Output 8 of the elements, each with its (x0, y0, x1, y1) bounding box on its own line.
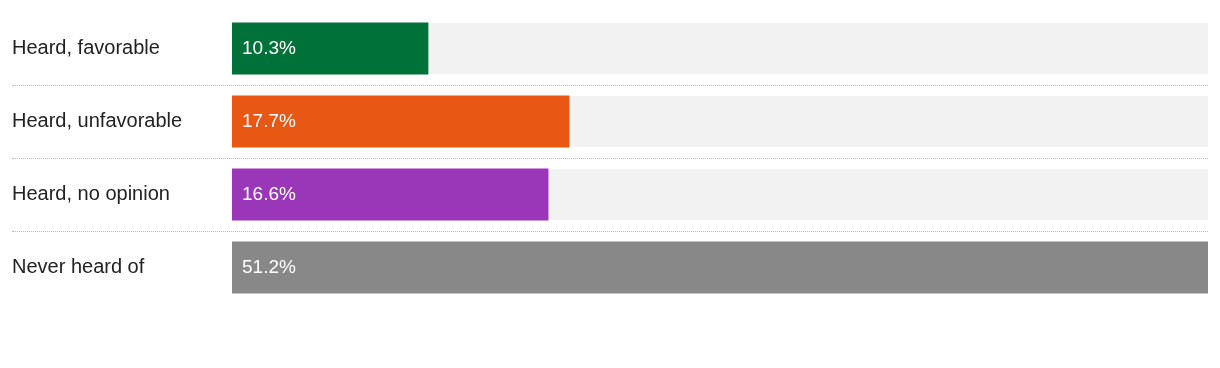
y-tick-label: Heard, unfavorable (12, 109, 183, 132)
y-tick-label: Never heard of (12, 255, 145, 278)
data-label: 10.3% (242, 36, 296, 58)
y-tick-label: Heard, no opinion (12, 182, 170, 205)
y-tick-label: Heard, favorable (12, 36, 160, 59)
data-label: 17.7% (242, 109, 296, 131)
data-label: 16.6% (242, 182, 296, 204)
data-label: 51.2% (242, 255, 296, 277)
